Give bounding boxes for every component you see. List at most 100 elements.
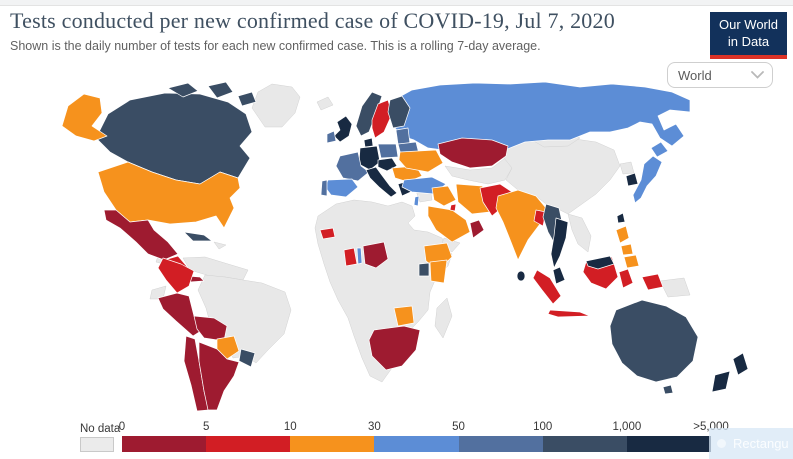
country-alaska[interactable] — [61, 93, 108, 142]
country-indonesia-sulawesi[interactable] — [618, 268, 634, 289]
country-philippines-visayas[interactable] — [620, 243, 634, 256]
country-hispaniola[interactable] — [213, 241, 227, 250]
country-africa-other[interactable] — [314, 199, 453, 383]
country-malaysia-borneo[interactable] — [585, 255, 615, 270]
no-data-swatch[interactable] — [80, 437, 114, 452]
country-canada-arctic-1[interactable] — [167, 82, 199, 98]
page-top-strip — [0, 0, 793, 6]
legend-tick-30: 30 — [368, 421, 381, 433]
country-paraguay[interactable] — [216, 335, 240, 360]
country-india[interactable] — [495, 189, 547, 261]
country-ghana[interactable] — [343, 247, 358, 267]
country-denmark[interactable] — [363, 137, 374, 148]
country-japan-hokkaido[interactable] — [650, 141, 669, 158]
country-australia-tasmania[interactable] — [662, 384, 674, 395]
country-kenya[interactable] — [429, 259, 448, 284]
map-legend: No data 0 5 10 30 50 100 1,000 >5,000 — [80, 421, 729, 452]
owid-logo: Our World in Data — [710, 12, 787, 59]
legend-segment-100-1000[interactable] — [542, 436, 627, 452]
region-dropdown-value: World — [678, 67, 712, 83]
legend-ticks: 0 5 10 30 50 100 1,000 >5,000 — [118, 421, 729, 435]
annotation-dot-icon — [717, 439, 726, 448]
country-japan[interactable] — [632, 155, 663, 204]
country-malaysia-peninsular[interactable] — [552, 266, 566, 285]
legend-segment-1000+[interactable] — [626, 436, 711, 452]
country-ukraine[interactable] — [398, 149, 444, 173]
country-south-africa[interactable] — [368, 325, 421, 371]
country-australia[interactable] — [609, 299, 699, 383]
page-title: Tests conducted per new confirmed case o… — [10, 8, 615, 33]
owid-logo-line2: in Data — [727, 33, 770, 49]
country-senegal[interactable] — [319, 227, 336, 240]
country-indonesia-papua[interactable] — [641, 273, 664, 291]
country-united-kingdom[interactable] — [333, 115, 353, 143]
legend-scale: 0 5 10 30 50 100 1,000 >5,000 — [118, 421, 729, 452]
country-madagascar[interactable] — [434, 297, 453, 339]
country-nigeria[interactable] — [362, 241, 389, 269]
country-thailand[interactable] — [550, 217, 569, 269]
legend-segment-30-50[interactable] — [374, 436, 459, 452]
country-finland[interactable] — [387, 95, 411, 129]
header: Tests conducted per new confirmed case o… — [10, 8, 693, 55]
legend-tick-5: 5 — [202, 421, 210, 433]
legend-segment-50-100[interactable] — [458, 436, 543, 452]
country-central-asia[interactable] — [444, 157, 513, 185]
country-iceland[interactable] — [316, 96, 334, 111]
annotation-overlay: Rectangu — [709, 428, 793, 459]
choropleth-svg — [61, 81, 749, 412]
country-bangladesh[interactable] — [533, 209, 547, 227]
country-italy[interactable] — [365, 166, 398, 198]
country-spain[interactable] — [324, 178, 359, 198]
country-togo[interactable] — [356, 247, 363, 265]
country-kuwait[interactable] — [449, 203, 457, 212]
region-dropdown[interactable]: World — [667, 62, 773, 88]
country-philippines-luzon[interactable] — [615, 225, 630, 244]
country-canada-arctic-3[interactable] — [237, 91, 257, 107]
country-taiwan[interactable] — [616, 212, 626, 224]
country-russia[interactable] — [389, 81, 691, 151]
country-new-zealand-south[interactable] — [711, 370, 731, 393]
country-papua-new-guinea[interactable] — [659, 277, 691, 298]
country-philippines-mindanao[interactable] — [623, 254, 640, 269]
annotation-label: Rectangu — [733, 436, 789, 451]
country-germany[interactable] — [358, 145, 381, 171]
country-iraq[interactable] — [431, 185, 457, 207]
country-kazakhstan[interactable] — [437, 137, 509, 169]
country-israel[interactable] — [413, 195, 420, 207]
legend-color-bar — [122, 436, 711, 452]
country-colombia[interactable] — [157, 257, 195, 294]
owid-logo-line1: Our World — [719, 17, 778, 32]
legend-tick-100: 100 — [533, 421, 553, 433]
no-data-label: No data — [80, 423, 121, 435]
country-portugal[interactable] — [320, 179, 328, 197]
legend-segment-10-30[interactable] — [290, 436, 375, 452]
country-sri-lanka[interactable] — [516, 270, 526, 282]
country-poland[interactable] — [377, 143, 399, 159]
country-baltic-states[interactable] — [395, 127, 411, 145]
country-indonesia-java[interactable] — [547, 309, 591, 318]
legend-tick-0: 0 — [118, 421, 126, 433]
country-uganda[interactable] — [418, 262, 430, 277]
country-south-korea[interactable] — [625, 172, 639, 187]
country-argentina[interactable] — [198, 341, 240, 411]
country-mexico[interactable] — [103, 209, 179, 261]
legend-segment-5-10[interactable] — [206, 436, 291, 452]
country-north-korea[interactable] — [619, 161, 635, 175]
country-saudi-arabia[interactable] — [427, 205, 471, 243]
country-vietnam-laos-cambodia[interactable] — [567, 213, 592, 253]
country-zimbabwe[interactable] — [393, 305, 415, 327]
country-oman[interactable] — [469, 219, 485, 239]
country-new-zealand-north[interactable] — [732, 352, 749, 376]
country-ireland[interactable] — [326, 130, 337, 144]
legend-segment-0-5[interactable] — [122, 436, 207, 452]
legend-no-data-block: No data — [80, 423, 121, 452]
legend-tick-10: 10 — [283, 421, 297, 433]
country-canada-arctic-2[interactable] — [207, 81, 234, 99]
country-uruguay[interactable] — [238, 348, 256, 368]
country-france[interactable] — [335, 151, 370, 182]
country-cuba[interactable] — [183, 231, 213, 242]
country-sweden[interactable] — [371, 99, 393, 139]
chevron-down-icon — [751, 71, 764, 79]
country-greenland[interactable] — [251, 83, 301, 128]
country-indonesia-sumatra[interactable] — [532, 269, 562, 305]
